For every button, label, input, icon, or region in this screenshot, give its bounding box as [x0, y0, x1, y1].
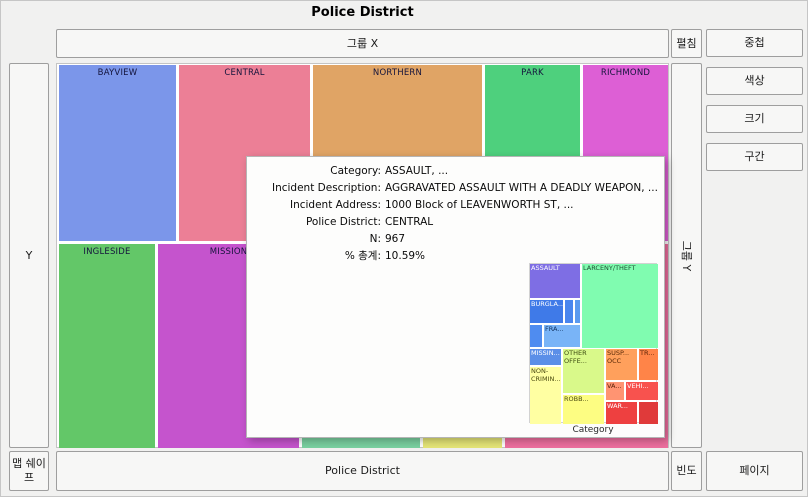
interval-button-label: 구간 [744, 150, 765, 163]
tile-label: MISSIN... [531, 349, 560, 357]
tooltip-row-value: 1000 Block of LEAVENWORTH ST, ... [385, 199, 574, 211]
page-drop-zone[interactable]: 페이지 [706, 451, 803, 491]
tile-label: BURGLA... [531, 300, 563, 308]
tooltip-row: Police District: CENTRAL [247, 214, 664, 231]
overlap-button[interactable]: 중첩 [706, 29, 803, 57]
treemap-tile-assault: ASSAULT [530, 264, 580, 298]
treemap-tile [639, 402, 658, 424]
size-button[interactable]: 크기 [706, 105, 803, 133]
tile-label: TR... [640, 349, 655, 357]
tooltip-row: % 총계: 10.59% [247, 248, 664, 265]
tile-label: INGLESIDE [83, 247, 131, 257]
tile-label: MISSION [209, 247, 248, 257]
treemap-tile-tr: TR... [639, 349, 658, 380]
color-button-label: 색상 [744, 74, 765, 87]
tooltip-row-label: % 총계: [344, 250, 381, 262]
tooltip-row: Category: ASSAULT, ... [247, 163, 664, 180]
tooltip-row: N: 967 [247, 231, 664, 248]
expand-button[interactable]: 펼침 [671, 29, 702, 58]
tooltip-row-label: N: [369, 233, 381, 245]
tile-label: NORTHERN [372, 68, 423, 78]
treemap-axis-label: Category [572, 425, 614, 435]
tile-label: OTHER OFFE... [564, 349, 587, 365]
map-shape-drop-zone[interactable]: 맵 쉐이프 [9, 451, 49, 491]
tooltip-row-label: Incident Address: [289, 199, 381, 211]
treemap-tile-missin: MISSIN... [530, 349, 561, 365]
treemap-tile-other-offe: OTHER OFFE... [563, 349, 604, 393]
tooltip-category-treemap: ASSAULT LARCENY/THEFT BURGLA... FRA... MISSI… [529, 263, 658, 424]
map-shape-label: 맵 쉐이프 [12, 457, 46, 484]
group-y-drop-zone[interactable]: 그룹 Y [671, 63, 702, 448]
treemap-tile-robb: ROBB... [563, 395, 604, 424]
overlap-button-label: 중첩 [744, 36, 765, 49]
treemap-tile [565, 300, 573, 323]
tile-label: FRA... [545, 325, 564, 333]
chart-title: Police District [311, 5, 414, 20]
treemap-tile [575, 300, 580, 323]
page-label: 페이지 [739, 464, 770, 477]
treemap-tile [530, 325, 542, 347]
hover-tooltip: Category: ASSAULT, ... Incident Descriptio… [246, 156, 665, 438]
tooltip-row: Incident Address: 1000 Block of LEAVENWOR… [247, 197, 664, 214]
treemap-tile-susp-occ: SUSP... OCC [606, 349, 637, 380]
tile-label: ROBB... [564, 395, 589, 403]
treemap-tile-non-crimin: NON- CRIMIN... [530, 367, 561, 424]
tile-label: CENTRAL [224, 68, 265, 78]
mosaic-tile-ingleside[interactable]: INGLESIDE [59, 244, 155, 448]
interval-button[interactable]: 구간 [706, 143, 803, 171]
treemap-tile-va: VA... [606, 382, 624, 400]
y-drop-zone[interactable]: Y [9, 63, 49, 448]
y-zone-label: Y [25, 248, 33, 262]
size-button-label: 크기 [744, 112, 765, 125]
tile-label: LARCENY/THEFT [583, 264, 636, 272]
x-axis-label: Police District [325, 464, 400, 477]
tooltip-row-label: Police District: [305, 216, 381, 228]
expand-button-label: 펼침 [676, 36, 697, 50]
tooltip-row-label: Category: [330, 165, 381, 177]
tile-label: WAR... [607, 402, 629, 410]
treemap-tile-war: WAR... [606, 402, 637, 424]
mosaic-tile-bayview[interactable]: BAYVIEW [59, 65, 176, 241]
treemap-tile-burgla: BURGLA... [530, 300, 563, 323]
tile-label: ASSAULT [531, 264, 560, 272]
tile-label: SUSP... OCC [607, 349, 630, 365]
tooltip-row-value: 10.59% [385, 250, 426, 262]
tooltip-row: Incident Description: AGGRAVATED ASSAULT … [247, 180, 664, 197]
group-x-drop-zone[interactable]: 그룹 X [56, 29, 669, 58]
tile-label: RICHMOND [600, 68, 651, 78]
tile-label: VEHI... [627, 382, 649, 390]
tile-label: NON- CRIMIN... [531, 367, 561, 383]
group-x-label: 그룹 X [346, 36, 379, 50]
tooltip-rows: Category: ASSAULT, ... Incident Descriptio… [247, 157, 664, 265]
treemap-tile-vehi: VEHI... [626, 382, 658, 400]
tooltip-row-value: CENTRAL [385, 216, 434, 228]
tile-label: PARK [521, 68, 544, 78]
tooltip-row-value: AGGRAVATED ASSAULT WITH A DEADLY WEAPON,… [385, 182, 658, 194]
color-button[interactable]: 색상 [706, 67, 803, 95]
frequency-label: 빈도 [676, 464, 697, 477]
treemap-tile-larceny-theft: LARCENY/THEFT [582, 264, 658, 348]
treemap-tile-fra: FRA... [544, 325, 580, 347]
frequency-drop-zone[interactable]: 빈도 [671, 451, 702, 491]
tile-label: VA... [607, 382, 622, 390]
group-y-label: 그룹 Y [680, 240, 694, 271]
tile-label: BAYVIEW [97, 68, 138, 78]
tooltip-row-value: ASSAULT, ... [385, 165, 449, 177]
x-axis-label-zone[interactable]: Police District [56, 451, 669, 491]
tooltip-row-label: Incident Description: [271, 182, 381, 194]
tooltip-row-value: 967 [385, 233, 406, 245]
